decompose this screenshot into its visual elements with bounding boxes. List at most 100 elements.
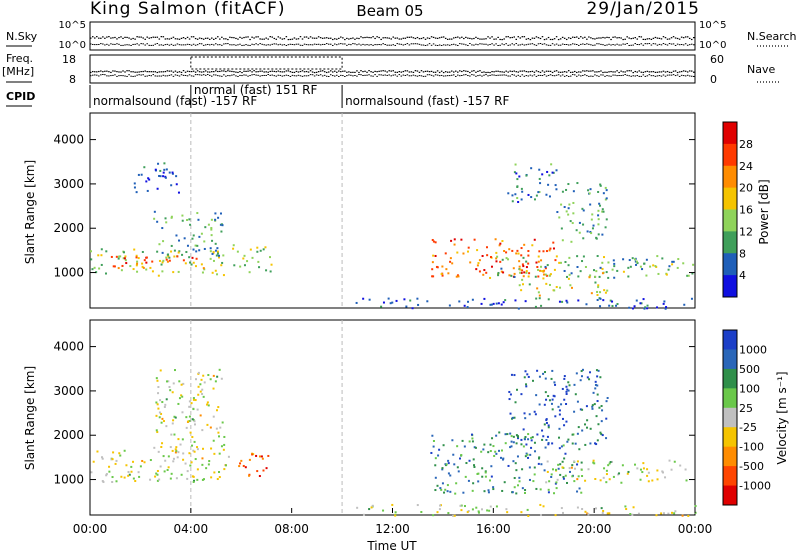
range-cell	[525, 174, 528, 177]
nsky-point	[584, 36, 586, 38]
range-cell	[582, 255, 585, 258]
nsky-point	[243, 36, 245, 39]
nave-point	[450, 74, 453, 76]
range-cell	[192, 397, 195, 400]
range-cell	[596, 384, 599, 387]
nsky-point	[231, 36, 233, 39]
nave-point	[384, 74, 386, 76]
range-cell	[561, 190, 564, 193]
range-cell	[192, 234, 195, 237]
nave-point	[559, 75, 562, 77]
freq-point	[684, 70, 687, 72]
nave-point	[223, 74, 225, 76]
freq-point	[578, 71, 580, 73]
nsky-point	[249, 38, 251, 41]
range-cell	[566, 301, 569, 304]
range-cell	[589, 230, 592, 233]
range-cell	[694, 505, 697, 508]
range-cell	[602, 192, 605, 195]
range-cell	[259, 249, 262, 252]
nsky-point	[600, 37, 602, 39]
range-cell	[661, 257, 664, 260]
range-cell	[133, 248, 136, 251]
nsearch-point	[503, 44, 505, 46]
range-cell	[438, 508, 441, 511]
freq-point	[206, 71, 209, 73]
range-cell	[206, 401, 209, 404]
nave-point	[374, 74, 376, 76]
range-cell	[646, 468, 649, 471]
range-cell	[432, 439, 435, 442]
nave-point	[110, 75, 112, 77]
range-cell	[511, 194, 514, 197]
range-cell	[444, 488, 447, 491]
range-cell	[590, 232, 593, 235]
nsearch-point	[235, 44, 237, 46]
range-cell	[177, 438, 180, 441]
range-cell	[600, 420, 603, 423]
range-cell	[584, 443, 587, 446]
nave-point	[303, 75, 306, 77]
range-cell	[635, 299, 638, 302]
range-cell	[554, 514, 557, 517]
nsearch-point	[336, 44, 338, 46]
range-cell	[594, 442, 597, 445]
nsky-point	[190, 36, 193, 38]
range-cell	[589, 427, 592, 430]
range-cell	[550, 402, 553, 405]
nsearch-point	[237, 44, 239, 46]
range-cell	[601, 511, 604, 514]
nsky-point	[652, 37, 655, 39]
freq-point	[332, 71, 334, 73]
range-cell	[522, 445, 525, 448]
range-cell	[211, 271, 214, 274]
nave-point	[198, 74, 201, 76]
range-cell	[545, 418, 548, 421]
freq-point	[479, 70, 481, 72]
nave-point	[366, 74, 368, 76]
nsky-point	[567, 37, 570, 39]
range-cell	[196, 446, 199, 449]
range-cell	[170, 244, 173, 247]
nsky-point	[128, 37, 130, 39]
nsearch-point	[388, 44, 390, 46]
freq-point	[656, 71, 659, 73]
nave-point	[138, 74, 140, 76]
range-cell	[565, 188, 568, 191]
range-cell	[382, 509, 385, 512]
nave-point	[505, 74, 507, 76]
nsearch-point	[382, 43, 384, 45]
range-cell	[128, 473, 131, 476]
nave-point	[463, 74, 465, 76]
range-cell	[598, 406, 601, 409]
nsearch-point	[475, 43, 477, 45]
nsearch-point	[162, 44, 165, 46]
range-cell	[188, 400, 191, 403]
range-cell	[535, 394, 538, 397]
nsky-point	[670, 37, 673, 39]
range-cell	[440, 488, 443, 491]
nave-point	[535, 75, 538, 77]
range-cell	[110, 458, 113, 461]
range-cell	[368, 298, 371, 301]
nsearch-point	[289, 43, 292, 45]
freq-point	[543, 71, 546, 73]
nave-point	[206, 74, 209, 76]
nave-point	[247, 75, 249, 77]
range-cell	[123, 449, 126, 452]
range-cell	[420, 510, 423, 513]
nave-point	[662, 74, 665, 76]
range-cell	[532, 480, 535, 483]
nsearch-point	[432, 43, 435, 45]
nsearch-point	[154, 43, 157, 45]
nsky-point	[122, 37, 124, 40]
range-cell	[646, 474, 649, 477]
nave-point	[501, 74, 503, 76]
range-cell	[527, 275, 530, 278]
nsearch-point	[358, 43, 360, 45]
range-cell	[599, 479, 602, 482]
range-cell	[567, 389, 570, 392]
range-cell	[239, 265, 242, 268]
freq-point	[592, 70, 594, 72]
colorbar-swatch	[723, 187, 737, 210]
